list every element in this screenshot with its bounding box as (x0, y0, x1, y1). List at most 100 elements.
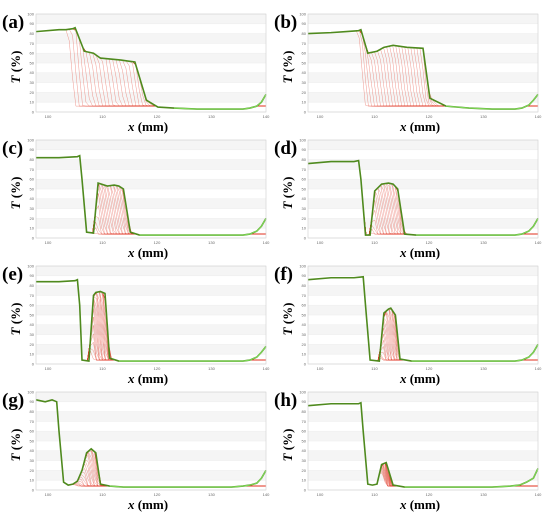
grid-band (308, 470, 538, 481)
x-tick-label: 140 (263, 114, 270, 119)
y-tick-label: 0 (32, 109, 35, 114)
y-axis-title: T (%) (280, 429, 295, 462)
y-axis-title: T (%) (8, 51, 23, 84)
y-tick-label: 100 (299, 137, 306, 142)
grid-band (308, 266, 538, 276)
x-tick-label: 130 (480, 492, 487, 497)
grid-band (36, 218, 266, 229)
grid-band (36, 14, 266, 24)
y-axis-unit: (%) (8, 303, 23, 328)
y-axis-unit: (%) (280, 303, 295, 328)
y-tick-label: 90 (30, 147, 35, 152)
x-tick-label: 130 (208, 366, 215, 371)
y-tick-label: 90 (30, 399, 35, 404)
grid-band (36, 431, 266, 441)
y-tick-label: 0 (304, 487, 307, 492)
baseline-line (118, 346, 267, 362)
grid-band (36, 450, 266, 461)
plot-frame (35, 265, 267, 365)
y-tick-label: 70 (302, 293, 307, 298)
plot-frame (307, 139, 539, 239)
y-tick-label: 30 (302, 80, 307, 85)
baseline-line (445, 94, 539, 110)
y-tick-label: 80 (30, 31, 35, 36)
x-tick-label: 140 (535, 240, 542, 245)
y-tick-label: 50 (302, 60, 307, 65)
y-tick-label: 20 (302, 216, 307, 221)
grid-band (308, 72, 538, 83)
panel-label: (e) (2, 264, 23, 285)
grid-band (36, 392, 266, 402)
y-tick-label: 0 (32, 487, 35, 492)
x-tick-label: 100 (45, 240, 52, 245)
plot-frame (307, 391, 539, 491)
y-tick-label: 0 (304, 109, 307, 114)
x-tick-label: 120 (154, 240, 161, 245)
y-tick-label: 80 (30, 157, 35, 162)
x-axis-title: x (mm) (399, 245, 440, 260)
y-axis-unit: (%) (280, 177, 295, 202)
y-tick-label: 10 (30, 100, 35, 105)
y-tick-label: 30 (30, 332, 35, 337)
grid-band (36, 285, 266, 296)
y-tick-label: 80 (302, 283, 307, 288)
grid-band (308, 392, 538, 402)
plot-frame (35, 391, 267, 491)
x-tick-label: 100 (317, 492, 324, 497)
y-tick-label: 70 (302, 41, 307, 46)
y-tick-label: 60 (302, 51, 307, 56)
panel-label: (d) (274, 138, 297, 159)
y-tick-label: 50 (30, 312, 35, 317)
baseline-line (173, 94, 267, 110)
x-axis-var: x (399, 497, 407, 512)
y-tick-label: 50 (302, 186, 307, 191)
y-tick-label: 40 (30, 70, 35, 75)
grid-band (308, 324, 538, 335)
y-tick-label: 80 (302, 157, 307, 162)
plot-frame (35, 139, 267, 239)
x-axis-var: x (127, 497, 135, 512)
x-axis-title: x (mm) (399, 497, 440, 512)
y-axis-unit: (%) (280, 51, 295, 76)
y-axis-var: T (8, 326, 23, 335)
grid-band (36, 266, 266, 276)
y-tick-label: 40 (30, 322, 35, 327)
y-tick-label: 80 (30, 283, 35, 288)
x-tick-label: 100 (45, 492, 52, 497)
grid-band (308, 431, 538, 441)
y-tick-label: 0 (32, 235, 35, 240)
y-tick-label: 90 (302, 21, 307, 26)
x-axis-title: x (mm) (127, 371, 168, 386)
x-axis-var: x (399, 119, 407, 134)
plot-frame (307, 265, 539, 365)
y-tick-label: 90 (30, 21, 35, 26)
grid-band (308, 198, 538, 209)
y-tick-label: 30 (30, 80, 35, 85)
x-tick-label: 110 (371, 366, 378, 371)
y-tick-label: 30 (302, 458, 307, 463)
x-tick-label: 120 (154, 492, 161, 497)
grid-band (308, 411, 538, 422)
y-tick-label: 10 (302, 352, 307, 357)
x-tick-label: 120 (426, 366, 433, 371)
grid-band (308, 53, 538, 63)
y-tick-label: 60 (302, 303, 307, 308)
y-tick-label: 10 (302, 478, 307, 483)
y-tick-label: 30 (30, 458, 35, 463)
y-axis-title: T (%) (8, 429, 23, 462)
plot-frame (307, 13, 539, 113)
y-axis-var: T (280, 74, 295, 83)
y-axis-unit: (%) (280, 429, 295, 454)
grid-band (36, 470, 266, 481)
y-tick-label: 20 (30, 468, 35, 473)
y-tick-label: 30 (302, 332, 307, 337)
y-tick-label: 90 (302, 273, 307, 278)
y-tick-label: 100 (27, 263, 34, 268)
y-tick-label: 70 (302, 419, 307, 424)
x-axis-unit: (mm) (406, 371, 440, 386)
grid-band (308, 450, 538, 461)
y-axis-var: T (280, 326, 295, 335)
x-axis-unit: (mm) (134, 371, 168, 386)
panel-2: 0 10 20 30 40 50 60 70 80 90 100 100 110 120 130 140 (b)… (274, 11, 542, 134)
